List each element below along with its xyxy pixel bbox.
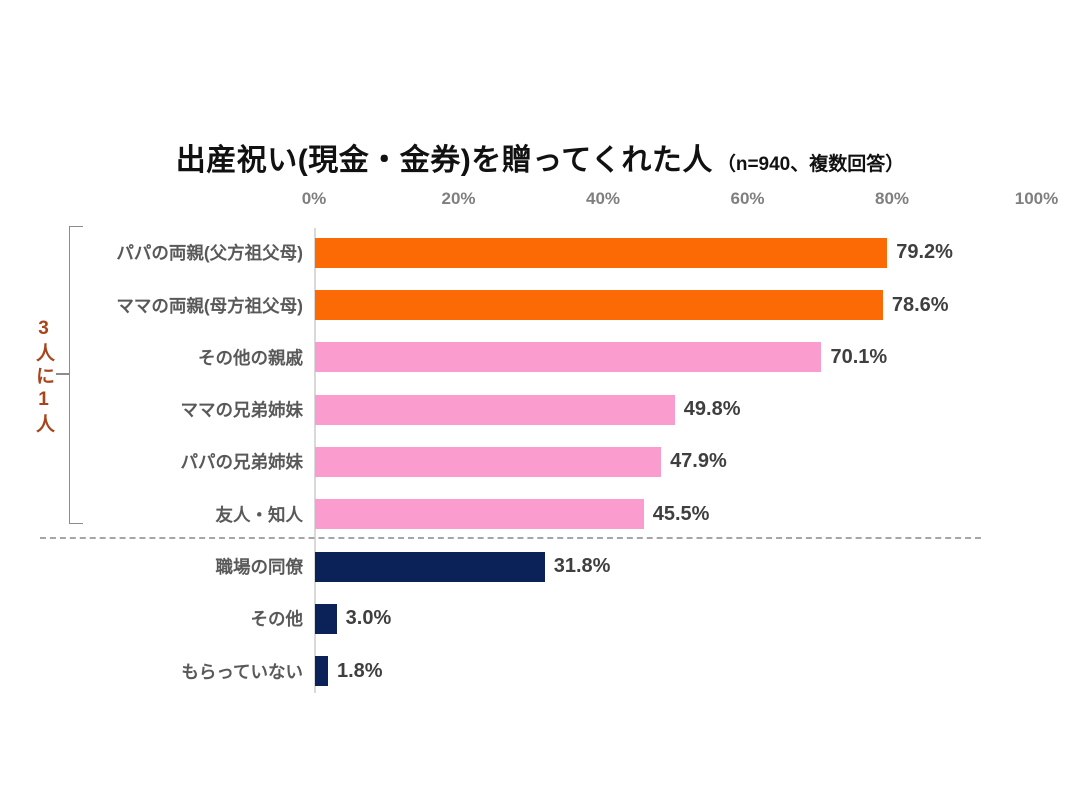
- bar: [315, 237, 888, 268]
- value-label: 45.5%: [652, 502, 710, 525]
- bar-row: その他の親戚 70.1%: [0, 331, 1080, 383]
- category-label: その他の親戚: [198, 347, 303, 368]
- category-label: もらっていない: [181, 661, 303, 682]
- bracket-tick: [56, 373, 70, 375]
- category-label: その他: [250, 609, 304, 630]
- category-label: パパの両親(父方祖父母): [116, 243, 303, 264]
- bar: [315, 446, 662, 477]
- value-label: 3.0%: [345, 607, 392, 630]
- bar-row: パパの兄弟姉妹 47.9%: [0, 436, 1080, 488]
- value-label: 31.8%: [553, 555, 611, 577]
- x-axis: 0% 20% 40% 60% 80% 100%: [0, 189, 1080, 211]
- value-label: 70.1%: [830, 345, 888, 368]
- bar-row: パパの両親(父方祖父母) 79.2%: [0, 227, 1080, 279]
- value-label: 79.2%: [896, 241, 953, 264]
- bracket-annotation: 3人に1人: [33, 318, 54, 437]
- separator-dashed-line: [40, 537, 981, 539]
- bar-row: ママの両親(母方祖父母) 78.6%: [0, 279, 1080, 331]
- bar-row: 職場の同僚 31.8%: [0, 541, 1080, 593]
- chart-title-main: 出産祝い(現金・金券)を贈ってくれた人: [175, 144, 713, 177]
- bar-row: 友人・知人 45.5%: [0, 488, 1080, 540]
- bar: [315, 551, 545, 582]
- bar-row: その他 3.0%: [0, 593, 1080, 645]
- category-label: 友人・知人: [215, 504, 304, 525]
- x-axis-tick: 100%: [1014, 189, 1059, 208]
- category-label: ママの両親(母方祖父母): [116, 295, 303, 316]
- baseline-axis: [314, 228, 316, 693]
- value-label: 49.8%: [683, 398, 741, 421]
- bar: [315, 603, 337, 634]
- bar: [315, 499, 644, 530]
- x-axis-tick: 0%: [301, 189, 327, 208]
- value-label: 47.9%: [670, 450, 727, 473]
- category-label: ママの兄弟姉妹: [180, 400, 304, 421]
- bar: [315, 290, 883, 320]
- bar: [315, 656, 328, 687]
- x-axis-tick: 20%: [441, 189, 476, 208]
- chart-title-note: （n=940、複数回答）: [716, 154, 905, 175]
- chart-title: 出産祝い(現金・金券)を贈ってくれた人 （n=940、複数回答）: [0, 135, 1080, 179]
- value-label: 1.8%: [337, 659, 383, 682]
- value-label: 78.6%: [891, 293, 949, 316]
- x-axis-tick: 40%: [585, 189, 621, 208]
- bar-row: ママの兄弟姉妹 49.8%: [0, 384, 1080, 436]
- x-axis-tick: 80%: [874, 189, 910, 208]
- bar: [315, 342, 822, 373]
- category-label: パパの兄弟姉妹: [180, 452, 304, 473]
- bar: [315, 394, 675, 425]
- bracket: [69, 226, 83, 524]
- category-label: 職場の同僚: [215, 557, 304, 577]
- x-axis-tick: 60%: [730, 189, 765, 208]
- bar-row: もらっていない 1.8%: [0, 645, 1080, 697]
